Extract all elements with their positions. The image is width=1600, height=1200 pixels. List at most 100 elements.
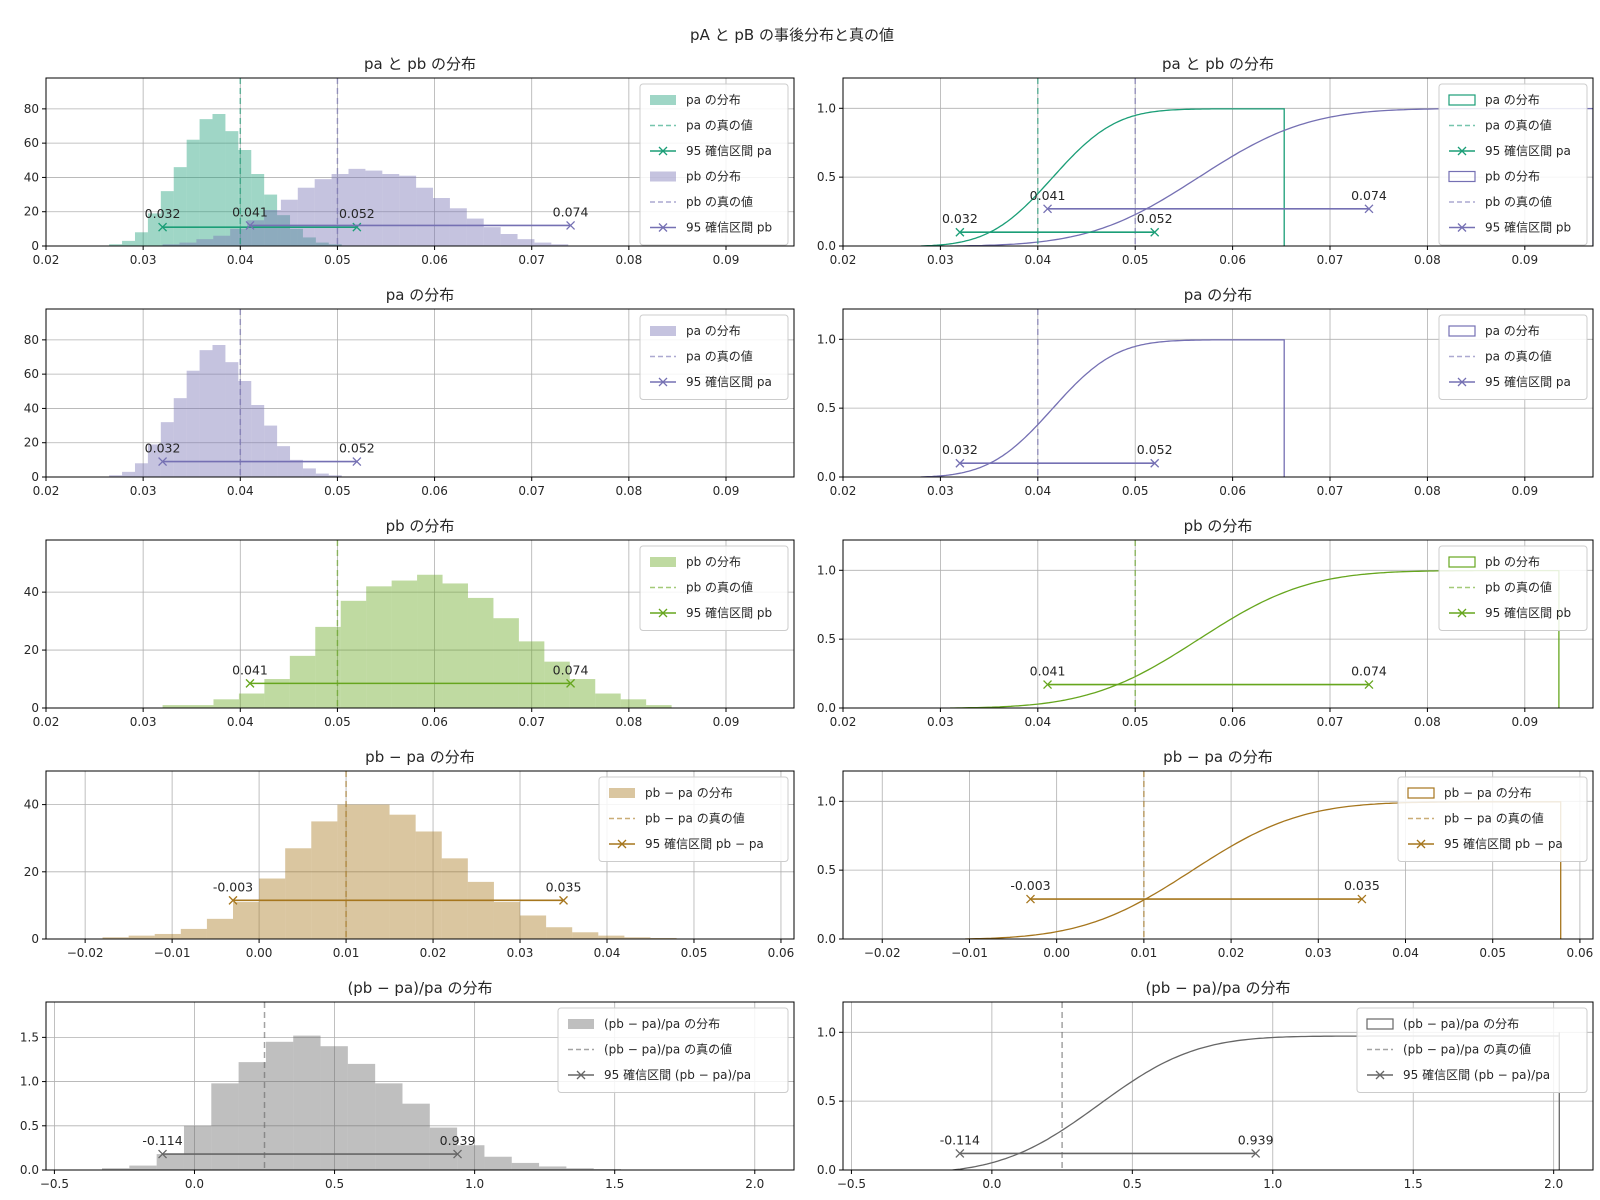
legend-label: pb − pa の真の値	[645, 811, 745, 826]
x-tick-label: 0.03	[507, 946, 534, 960]
hist-bar	[493, 618, 519, 708]
hist-bar	[467, 881, 494, 939]
hist-bar	[290, 228, 303, 246]
panel-title: (pb − pa)/pa の分布	[347, 979, 492, 997]
legend: pb の分布 pb の真の値 95 確信区間 pb	[639, 545, 789, 631]
hist-bar	[466, 218, 484, 246]
interval-endpoint-label: 0.032	[942, 211, 978, 226]
legend-box	[1438, 83, 1588, 246]
legend-x-marker	[1375, 1070, 1385, 1080]
legend-label: 95 確信区間 (pb − pa)/pa	[604, 1067, 751, 1082]
x-tick-label: 0.07	[1317, 484, 1344, 498]
legend-label: pb − pa の分布	[1444, 786, 1532, 800]
hist-bar	[238, 693, 265, 708]
interval-endpoint-marker	[1364, 204, 1374, 214]
x-tick-label: 2.0	[1544, 1177, 1563, 1191]
panel-title: pa の分布	[1184, 286, 1252, 304]
legend: pa の分布 pa の真の値 95 確信区間 pa	[1438, 314, 1588, 400]
hist-bar	[500, 234, 518, 246]
x-tick-label: 0.06	[1219, 253, 1246, 267]
panel-both-hist: pa と pb の分布 0.02 0.03 0.04 0.05 0.06 0.07 0.08 0…	[24, 55, 795, 267]
y-tick-label: 40	[24, 401, 39, 415]
hist-bar	[297, 187, 315, 246]
y-tick-label: 80	[24, 102, 39, 116]
legend-label: 95 確信区間 pb	[686, 605, 772, 620]
legend-patch	[568, 1019, 594, 1029]
hist-bar	[511, 1162, 540, 1170]
legend-label: pb の分布	[1485, 170, 1540, 184]
hist-bar	[213, 699, 239, 708]
x-tick-label: 0.04	[1024, 484, 1051, 498]
hist-bar	[314, 179, 332, 246]
hist-bar	[173, 167, 187, 246]
figure-suptitle: pA と pB の事後分布と真の値	[690, 26, 894, 44]
x-tick-label: 0.09	[1511, 484, 1538, 498]
interval-endpoint-label: 0.052	[1137, 211, 1173, 226]
legend-label: pb の分布	[686, 170, 741, 184]
x-tick-label: 0.03	[927, 253, 954, 267]
y-tick-label: 40	[24, 798, 39, 812]
legend-x-marker	[658, 146, 668, 156]
legend-x-marker	[576, 1070, 586, 1080]
hist-bar	[382, 174, 400, 246]
x-tick-label: 0.03	[130, 484, 157, 498]
y-tick-label: 0.5	[817, 401, 836, 415]
x-tick-label: 0.08	[1414, 484, 1441, 498]
x-tick-label: 1.5	[605, 1177, 624, 1191]
interval-endpoint-label: 0.074	[1351, 664, 1387, 679]
x-tick-label: 0.05	[324, 715, 351, 729]
legend-patch	[1448, 94, 1476, 106]
hist-bar	[442, 583, 468, 708]
hist-bar	[546, 927, 573, 939]
legend-patch	[650, 326, 676, 336]
hist-bar	[366, 586, 392, 708]
hist-bar	[483, 227, 501, 246]
x-tick-label: 0.02	[33, 253, 60, 267]
hist-bar	[566, 1168, 594, 1170]
legend-patch	[1366, 1018, 1394, 1030]
y-tick-label: 0	[31, 932, 39, 946]
legend-label: pb の真の値	[686, 194, 753, 209]
hist-bar	[518, 641, 545, 708]
hist-bar	[347, 1063, 376, 1170]
hist-bar	[265, 1041, 294, 1170]
legend-patch	[1448, 556, 1476, 568]
hist-bar	[134, 232, 148, 246]
interval-endpoint-label: -0.003	[213, 879, 253, 894]
legend-label: 95 確信区間 pa	[686, 143, 772, 158]
interval-endpoint-marker	[352, 222, 362, 232]
hist-bar	[399, 175, 417, 246]
hist-bar	[230, 228, 248, 246]
x-tick-label: 0.01	[333, 946, 360, 960]
x-tick-label: −0.01	[951, 946, 988, 960]
hist-bar	[311, 821, 338, 939]
y-tick-label: 0	[31, 239, 39, 253]
panel-title: pb − pa の分布	[1163, 748, 1273, 766]
hist-bar	[251, 174, 265, 246]
panel-title: pa と pb の分布	[1162, 55, 1274, 73]
interval-endpoint-marker	[158, 457, 168, 467]
x-tick-label: 0.06	[421, 715, 448, 729]
x-tick-label: 0.04	[227, 253, 254, 267]
y-tick-label: 0.5	[20, 1119, 39, 1133]
legend-x-marker	[658, 608, 668, 618]
y-tick-label: 0	[31, 701, 39, 715]
hist-bar	[173, 398, 187, 477]
hist-bar	[122, 240, 135, 246]
x-tick-label: 0.09	[713, 715, 740, 729]
legend: pb − pa の分布 pb − pa の真の値 95 確信区間 pb − pa	[1397, 776, 1588, 862]
x-tick-label: 0.08	[1414, 253, 1441, 267]
x-tick-label: −0.02	[864, 946, 901, 960]
legend-label: pa の真の値	[686, 118, 753, 133]
y-tick-label: 0.5	[817, 632, 836, 646]
hist-bar	[320, 1046, 348, 1170]
hist-bar	[569, 679, 596, 708]
x-tick-label: 0.0	[185, 1177, 204, 1191]
x-tick-label: 0.07	[1317, 253, 1344, 267]
x-tick-label: 0.09	[713, 253, 740, 267]
x-tick-label: 1.5	[1404, 1177, 1423, 1191]
y-tick-label: 0.0	[817, 470, 836, 484]
hist-bar	[331, 174, 349, 246]
y-tick-label: 40	[24, 585, 39, 599]
legend-label: 95 確信区間 pa	[1485, 143, 1571, 158]
